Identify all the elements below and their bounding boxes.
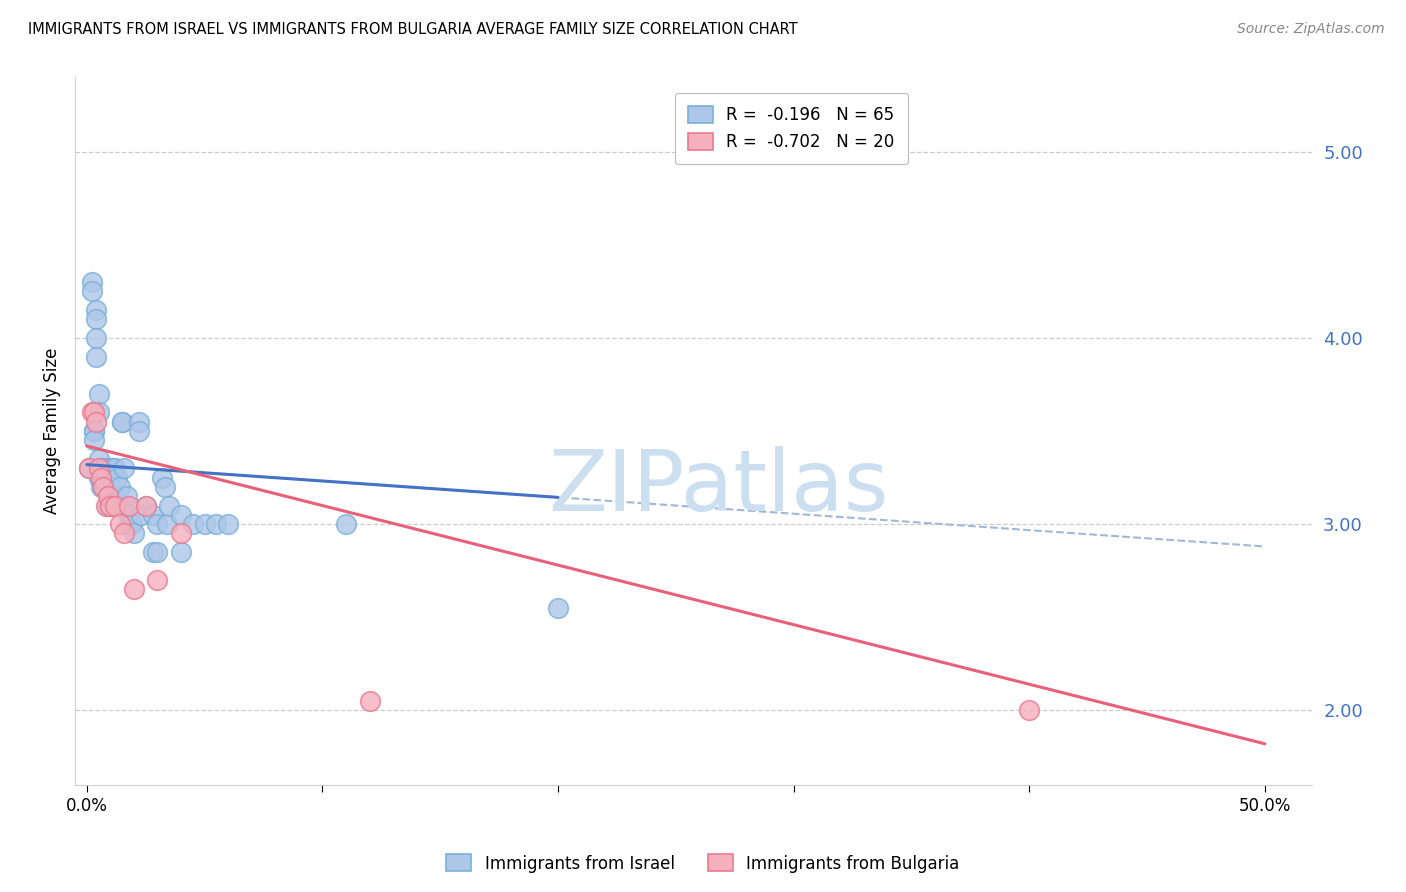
Point xyxy=(98,470,121,484)
Point xyxy=(83,434,105,448)
Point xyxy=(122,526,145,541)
Point xyxy=(101,461,124,475)
Point xyxy=(335,517,357,532)
Point xyxy=(115,489,138,503)
Point xyxy=(83,424,105,438)
Point xyxy=(83,424,105,438)
Point xyxy=(80,405,103,419)
Point xyxy=(146,517,169,532)
Point xyxy=(111,415,134,429)
Point xyxy=(170,526,193,541)
Point xyxy=(170,508,193,522)
Point xyxy=(94,499,117,513)
Point xyxy=(83,405,105,419)
Legend: Immigrants from Israel, Immigrants from Bulgaria: Immigrants from Israel, Immigrants from … xyxy=(440,847,966,880)
Point xyxy=(77,461,100,475)
Point xyxy=(108,517,131,532)
Point xyxy=(90,470,112,484)
Point xyxy=(181,517,204,532)
Point xyxy=(87,470,110,484)
Point xyxy=(87,387,110,401)
Point xyxy=(128,415,150,429)
Point xyxy=(359,694,381,708)
Point xyxy=(104,499,127,513)
Point xyxy=(108,480,131,494)
Point xyxy=(156,517,179,532)
Point xyxy=(205,517,228,532)
Point xyxy=(135,499,157,513)
Point xyxy=(104,489,127,503)
Point xyxy=(90,480,112,494)
Point xyxy=(122,582,145,597)
Point xyxy=(135,499,157,513)
Point xyxy=(90,470,112,484)
Point xyxy=(146,573,169,587)
Point xyxy=(84,312,107,326)
Point xyxy=(101,499,124,513)
Point xyxy=(1018,703,1040,717)
Point xyxy=(80,285,103,299)
Point xyxy=(97,499,120,513)
Point xyxy=(84,415,107,429)
Point xyxy=(118,508,141,522)
Text: ZIPatlas: ZIPatlas xyxy=(548,446,889,529)
Point xyxy=(90,461,112,475)
Point xyxy=(98,461,121,475)
Point xyxy=(114,461,136,475)
Point xyxy=(91,461,114,475)
Point xyxy=(547,601,569,615)
Point xyxy=(98,480,121,494)
Point xyxy=(111,415,134,429)
Point xyxy=(87,452,110,467)
Point xyxy=(80,275,103,289)
Point xyxy=(91,470,114,484)
Point xyxy=(194,517,217,532)
Text: Source: ZipAtlas.com: Source: ZipAtlas.com xyxy=(1237,22,1385,37)
Point xyxy=(114,499,136,513)
Y-axis label: Average Family Size: Average Family Size xyxy=(44,348,60,515)
Point xyxy=(107,470,129,484)
Point xyxy=(94,480,117,494)
Point xyxy=(129,508,152,522)
Point xyxy=(146,545,169,559)
Point xyxy=(98,499,121,513)
Point xyxy=(84,303,107,318)
Point xyxy=(91,480,114,494)
Point xyxy=(118,517,141,532)
Point xyxy=(91,480,114,494)
Point xyxy=(170,545,193,559)
Point xyxy=(142,508,165,522)
Point xyxy=(84,331,107,345)
Text: IMMIGRANTS FROM ISRAEL VS IMMIGRANTS FROM BULGARIA AVERAGE FAMILY SIZE CORRELATI: IMMIGRANTS FROM ISRAEL VS IMMIGRANTS FRO… xyxy=(28,22,797,37)
Point xyxy=(84,350,107,364)
Point xyxy=(94,461,117,475)
Point xyxy=(98,499,121,513)
Point xyxy=(94,470,117,484)
Point xyxy=(121,517,143,532)
Point xyxy=(114,526,136,541)
Point xyxy=(97,489,120,503)
Point xyxy=(142,545,165,559)
Point xyxy=(97,461,120,475)
Point xyxy=(107,499,129,513)
Point xyxy=(157,499,180,513)
Point xyxy=(150,470,173,484)
Point xyxy=(118,499,141,513)
Point xyxy=(128,424,150,438)
Point xyxy=(217,517,239,532)
Point xyxy=(77,461,100,475)
Point xyxy=(87,405,110,419)
Legend: R =  -0.196   N = 65, R =  -0.702   N = 20: R = -0.196 N = 65, R = -0.702 N = 20 xyxy=(675,93,908,164)
Point xyxy=(87,461,110,475)
Point xyxy=(153,480,176,494)
Point xyxy=(104,461,127,475)
